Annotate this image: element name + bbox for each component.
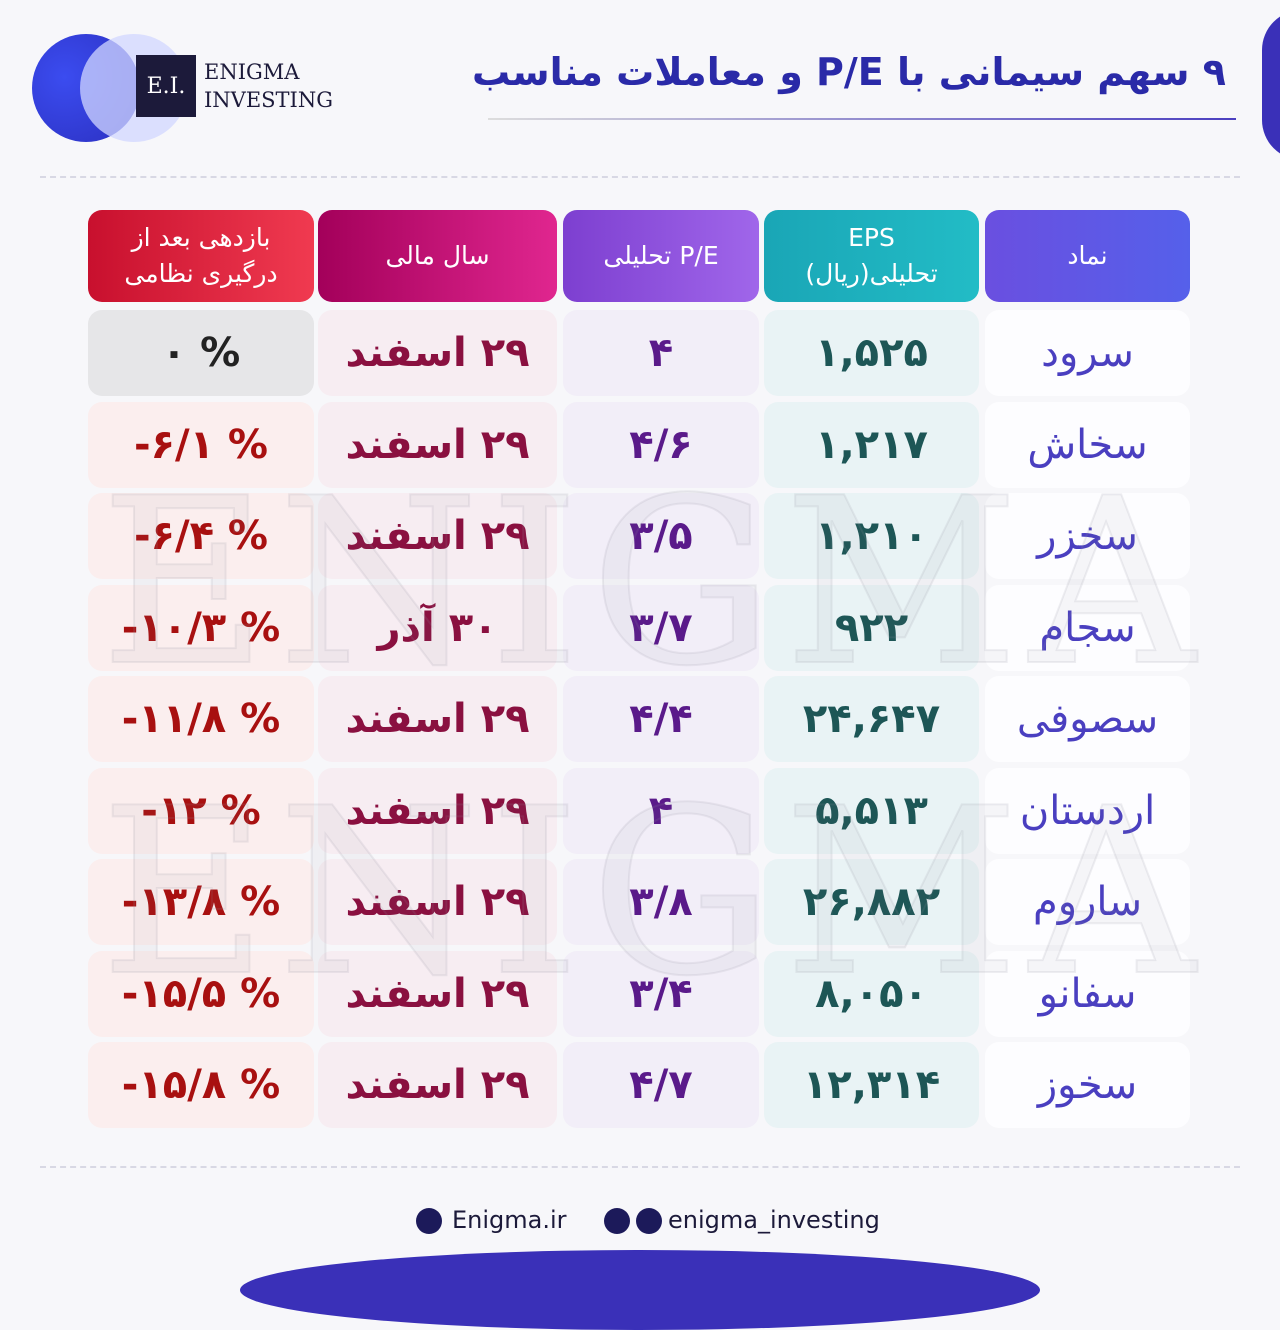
logo-line2: INVESTING	[204, 88, 334, 112]
table-cell: ۳/۸	[563, 859, 759, 945]
column-header: EPS تحلیلی(ریال)	[764, 210, 979, 302]
table-cell: ۳/۷	[563, 584, 759, 671]
column-header: سال مالی	[318, 210, 557, 302]
table-cell: ۸,۰۵۰	[764, 950, 979, 1037]
table-cell: ۵,۵۱۳	[764, 767, 979, 854]
table-cell: -۱۵/۸ %	[88, 1042, 314, 1128]
table-cell: ۲۴,۶۴۷	[764, 676, 979, 762]
instagram-icon	[604, 1208, 630, 1234]
social: enigma_investing	[668, 1206, 880, 1234]
table-cell: ۴	[563, 310, 759, 396]
column-header: نماد	[985, 210, 1190, 302]
table-cell: ۲۶,۸۸۲	[764, 859, 979, 945]
table-cell: ۴/۷	[563, 1042, 759, 1128]
corner-shape	[1262, 10, 1280, 160]
table-cell: ۲۹ اسفند	[318, 1042, 557, 1128]
divider	[40, 1166, 1240, 1168]
table-cell: ۴	[563, 767, 759, 854]
table-cell: ۲۹ اسفند	[318, 950, 557, 1037]
table-cell: ۱,۵۲۵	[764, 310, 979, 396]
column-header: P/E تحلیلی	[563, 210, 759, 302]
title: ۹ سهم سیمانی با P/E و معاملات مناسب	[472, 50, 1226, 94]
table-cell: سفانو	[985, 950, 1190, 1037]
logo-mark: E.I.	[136, 55, 196, 117]
bottom-wave	[240, 1250, 1040, 1330]
divider	[40, 176, 1240, 178]
table-cell: ۱,۲۱۷	[764, 401, 979, 488]
table-cell: ۲۹ اسفند	[318, 310, 557, 396]
page: E.I. ENIGMA INVESTING ۹ سهم سیمانی با P/…	[32, 10, 1280, 1330]
table-cell: ۳۰ آذر	[318, 584, 557, 671]
table-cell: سخوز	[985, 1042, 1190, 1128]
table-cell: اردستان	[985, 767, 1190, 854]
table-cell: ۲۹ اسفند	[318, 401, 557, 488]
table-cell: ۲۹ اسفند	[318, 767, 557, 854]
table-cell: ۰ %	[88, 310, 314, 396]
table-cell: -۱۰/۳ %	[88, 584, 314, 671]
table-cell: -۱۵/۵ %	[88, 950, 314, 1037]
table-cell: ۳/۵	[563, 493, 759, 579]
table-cell: ساروم	[985, 859, 1190, 945]
table-cell: ۴/۴	[563, 676, 759, 762]
table-cell: سجام	[985, 584, 1190, 671]
table-cell: سرود	[985, 310, 1190, 396]
table-cell: -۱۲ %	[88, 767, 314, 854]
table-cell: ۲۹ اسفند	[318, 493, 557, 579]
table-cell: سخزر	[985, 493, 1190, 579]
table-cell: ۱۲,۳۱۴	[764, 1042, 979, 1128]
table-cell: -۶/۱ %	[88, 401, 314, 488]
table-cell: ۲۹ اسفند	[318, 859, 557, 945]
table-cell: ۱,۲۱۰	[764, 493, 979, 579]
web-icon	[416, 1208, 442, 1234]
table-cell: سخاش	[985, 401, 1190, 488]
table-cell: ۳/۴	[563, 950, 759, 1037]
website: Enigma.ir	[452, 1206, 567, 1234]
logo-line1: ENIGMA	[204, 60, 300, 84]
table-cell: -۶/۴ %	[88, 493, 314, 579]
title-underline	[488, 118, 1236, 120]
table-cell: -۱۳/۸ %	[88, 859, 314, 945]
table-cell: -۱۱/۸ %	[88, 676, 314, 762]
table-cell: ۴/۶	[563, 401, 759, 488]
table-cell: سصوفی	[985, 676, 1190, 762]
table-cell: ۹۲۲	[764, 584, 979, 671]
table-cell: ۲۹ اسفند	[318, 676, 557, 762]
column-header: بازدهی بعد از درگیری نظامی	[88, 210, 314, 302]
telegram-icon	[636, 1208, 662, 1234]
